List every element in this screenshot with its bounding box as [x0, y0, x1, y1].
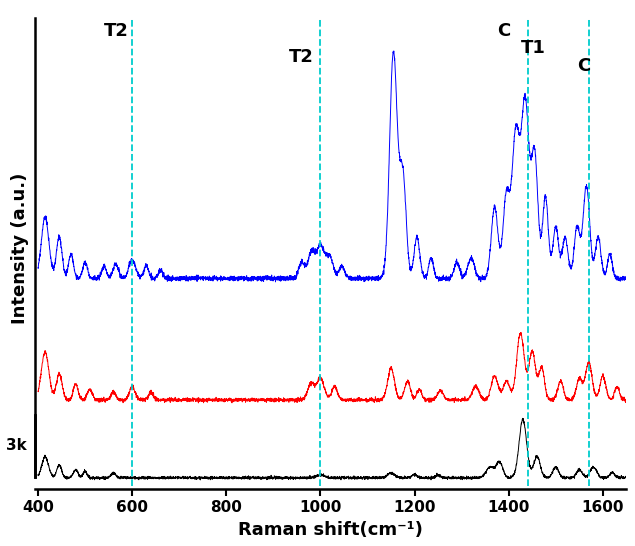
Text: 3k: 3k: [6, 438, 26, 453]
Text: T2: T2: [289, 48, 314, 66]
Text: C: C: [577, 57, 591, 75]
Text: T1: T1: [521, 39, 546, 57]
X-axis label: Raman shift(cm⁻¹): Raman shift(cm⁻¹): [238, 521, 423, 539]
Y-axis label: Intensity (a.u.): Intensity (a.u.): [11, 172, 29, 324]
Text: C: C: [497, 21, 511, 39]
Text: T2: T2: [104, 21, 129, 39]
